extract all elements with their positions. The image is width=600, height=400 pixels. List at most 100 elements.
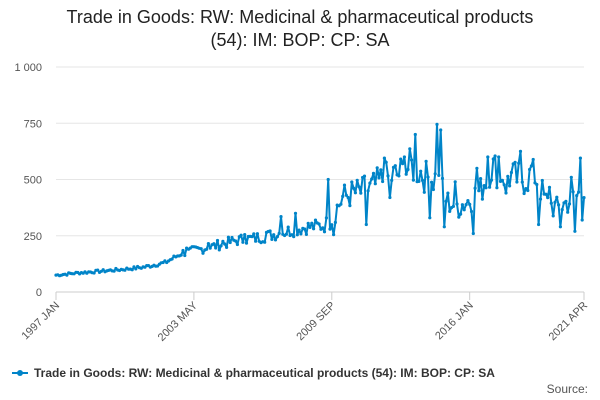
data-point: [451, 204, 455, 208]
data-point: [370, 177, 374, 181]
data-point: [535, 182, 539, 187]
data-point: [419, 169, 423, 173]
data-point: [555, 195, 559, 199]
data-point: [254, 239, 258, 243]
data-point: [582, 196, 586, 200]
data-point: [303, 227, 307, 231]
data-point: [348, 204, 352, 208]
legend-series-label[interactable]: Trade in Goods: RW: Medicinal & pharmace…: [34, 366, 495, 380]
data-point: [571, 190, 575, 194]
data-point: [321, 226, 325, 230]
data-point: [479, 177, 483, 181]
y-tick-label: 1 000: [14, 62, 42, 74]
data-point: [199, 247, 203, 251]
data-point: [286, 225, 290, 229]
data-point: [506, 174, 510, 178]
data-point: [401, 162, 405, 166]
x-tick-label: 2016 JAN: [433, 300, 476, 343]
data-point: [417, 179, 421, 183]
data-point: [468, 202, 472, 206]
data-point: [263, 240, 267, 244]
data-point: [491, 157, 495, 161]
data-point: [352, 186, 356, 190]
y-tick-label: 750: [24, 118, 42, 130]
data-point: [471, 231, 475, 236]
data-point: [277, 231, 281, 235]
data-point: [442, 225, 446, 229]
data-point: [497, 155, 501, 159]
data-point: [205, 247, 209, 251]
data-point: [569, 175, 573, 179]
data-point: [299, 232, 303, 236]
data-point: [504, 191, 508, 195]
data-point: [547, 185, 552, 189]
data-point: [341, 194, 345, 198]
data-point: [493, 154, 497, 158]
data-point: [439, 128, 443, 132]
data-point: [408, 147, 412, 151]
data-point: [469, 209, 474, 214]
data-point: [279, 215, 283, 219]
data-point: [270, 237, 274, 241]
data-point: [489, 178, 494, 182]
data-point: [540, 178, 544, 183]
data-point: [453, 180, 457, 184]
data-point: [537, 222, 541, 227]
data-point: [371, 171, 376, 175]
data-point: [96, 268, 100, 272]
data-point: [339, 202, 343, 206]
data-point: [134, 267, 138, 271]
data-point: [201, 251, 205, 255]
data-point: [513, 160, 517, 164]
data-point: [183, 253, 187, 258]
data-point: [241, 240, 245, 244]
x-tick-label: 2021 APR: [547, 300, 591, 344]
data-point: [310, 221, 314, 225]
data-point: [515, 180, 519, 184]
data-point: [557, 203, 561, 207]
data-point: [558, 225, 563, 229]
data-point: [206, 242, 210, 246]
data-point: [531, 157, 535, 162]
chart-title-line-1: Trade in Goods: RW: Medicinal & pharmace…: [66, 7, 534, 27]
data-point: [313, 218, 318, 222]
data-point: [373, 182, 377, 186]
data-point: [273, 238, 278, 242]
data-point: [420, 178, 425, 182]
data-point: [179, 253, 183, 257]
data-point: [228, 240, 232, 245]
legend[interactable]: Trade in Goods: RW: Medicinal & pharmace…: [12, 366, 600, 380]
data-point: [431, 187, 435, 192]
data-point: [255, 232, 259, 236]
data-point: [359, 191, 363, 195]
data-point: [92, 271, 96, 275]
data-point: [477, 189, 481, 193]
data-point: [235, 242, 239, 247]
data-point: [566, 210, 570, 214]
data-point: [440, 176, 445, 180]
data-point: [357, 185, 361, 189]
data-point: [293, 211, 298, 215]
data-point: [388, 195, 392, 200]
data-point: [509, 170, 513, 175]
data-point: [362, 174, 367, 178]
data-point: [384, 160, 388, 164]
data-point: [368, 181, 372, 185]
source-credits[interactable]: Source:: [546, 382, 588, 396]
data-point: [112, 269, 116, 273]
data-point: [297, 228, 301, 232]
data-point: [350, 180, 354, 184]
data-point: [317, 222, 321, 226]
data-point: [462, 208, 466, 212]
data-point: [123, 268, 127, 272]
data-point: [502, 183, 506, 187]
data-point: [517, 161, 521, 165]
data-point: [459, 212, 463, 216]
data-point: [573, 229, 577, 233]
data-point: [344, 193, 348, 197]
data-point: [482, 184, 486, 188]
data-point: [332, 233, 336, 237]
data-point: [330, 223, 334, 227]
data-point: [306, 221, 310, 225]
y-tick-label: 500: [24, 175, 42, 187]
